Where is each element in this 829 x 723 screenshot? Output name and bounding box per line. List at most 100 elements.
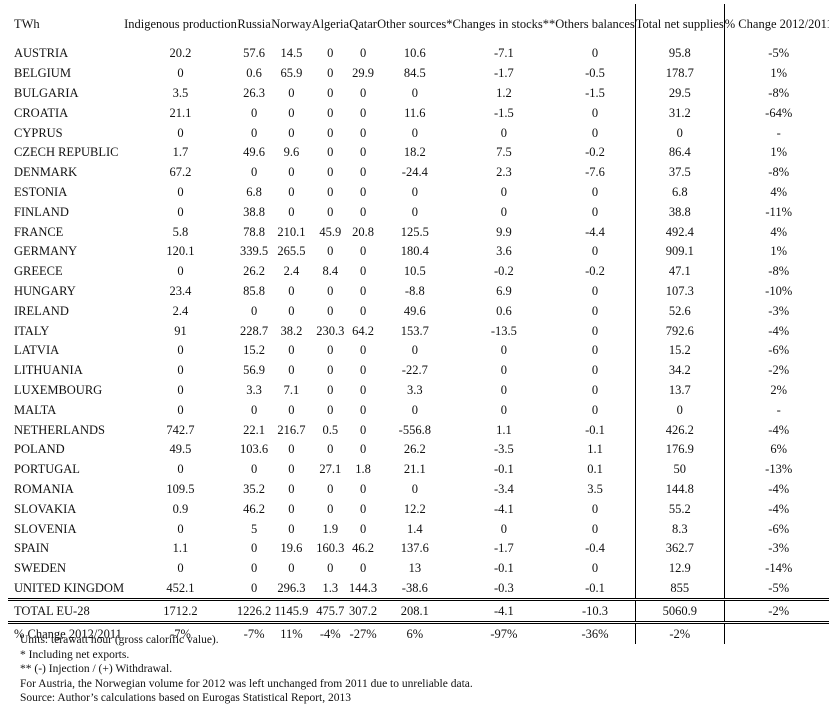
gas-supply-table: TWh Indigenous production Russia Norway Alge… bbox=[8, 4, 829, 644]
table-cell: 0 bbox=[250, 105, 258, 120]
table-cell: -2% bbox=[634, 622, 725, 644]
table-cell: 0 bbox=[288, 561, 295, 576]
table-cell: 5060.9 bbox=[634, 598, 725, 625]
table-cell: 144.8 bbox=[634, 479, 725, 500]
table-cell: 56.9 bbox=[243, 363, 266, 378]
table-row: ESTONIA 0 6.8 0 0 0 0 0 0 6.8 4% bbox=[8, 182, 829, 203]
table-cell: 296.3 bbox=[277, 580, 306, 595]
table-cell: 9.6 bbox=[283, 145, 300, 160]
column-header: Qatar bbox=[349, 17, 377, 31]
table-cell: 5 bbox=[250, 521, 258, 536]
table-cell: 307.2 bbox=[349, 598, 378, 625]
table-cell: 13.7 bbox=[634, 380, 725, 401]
table-row: UNITED KINGDOM 452.1 0 296.3 1.3 144.3 -38.6 -0… bbox=[8, 578, 829, 600]
table-cell: 0 bbox=[288, 402, 295, 417]
table-cell: 1% bbox=[723, 241, 829, 262]
table-cell: 0 bbox=[359, 521, 367, 536]
table-cell: 0 bbox=[327, 561, 334, 576]
table-cell: 38.2 bbox=[280, 323, 303, 338]
table-cell: 0 bbox=[250, 561, 258, 576]
table-cell: -4% bbox=[723, 420, 829, 440]
table-cell: 160.3 bbox=[316, 541, 345, 556]
table-cell: -10% bbox=[723, 281, 829, 302]
row-label: CROATIA bbox=[14, 105, 69, 120]
table-cell: 26.2 bbox=[243, 264, 266, 279]
table-cell: 0 bbox=[359, 125, 367, 140]
table-cell: 0 bbox=[250, 541, 258, 556]
row-label: CZECH REPUBLIC bbox=[14, 145, 119, 160]
table-cell: 0 bbox=[591, 323, 599, 338]
table-cell: 64.2 bbox=[352, 323, 375, 338]
table-cell: -4% bbox=[319, 626, 341, 641]
table-cell: 0 bbox=[591, 244, 599, 259]
table-cell: 0.6 bbox=[496, 303, 512, 318]
table-row: ITALY 91 228.7 38.2 230.3 64.2 153.7 -13.5 0 792.… bbox=[8, 321, 829, 341]
table-cell: 3.3 bbox=[246, 382, 262, 397]
row-label: % Change 2012/2011 bbox=[14, 626, 122, 641]
table-cell: 0 bbox=[288, 204, 295, 219]
column-header: Russia bbox=[237, 17, 271, 31]
row-label: ITALY bbox=[14, 323, 50, 338]
table-cell: 0 bbox=[359, 184, 367, 199]
table-cell: -7% bbox=[243, 626, 265, 641]
table-cell: 0 bbox=[500, 125, 507, 140]
table-cell: 0 bbox=[177, 521, 184, 536]
table-cell: 26.2 bbox=[403, 442, 426, 457]
table-cell: 0 bbox=[327, 303, 334, 318]
table-cell: 8.4 bbox=[322, 264, 339, 279]
table-cell: -10.3 bbox=[555, 598, 636, 625]
table-cell: 1.7 bbox=[172, 145, 189, 160]
table-cell: 0 bbox=[591, 561, 599, 576]
table-cell: 12.9 bbox=[634, 558, 725, 579]
row-label: ROMANIA bbox=[14, 481, 74, 496]
table-cell: 0 bbox=[500, 382, 507, 397]
note-line: For Austria, the Norwegian volume for 20… bbox=[20, 677, 473, 690]
table-cell: -4.1 bbox=[493, 501, 514, 516]
table-cell: 0 bbox=[327, 85, 334, 100]
table-cell: -6% bbox=[723, 340, 829, 361]
table-cell: 0 bbox=[359, 442, 367, 457]
table-row: LATVIA 0 15.2 0 0 0 0 0 0 15.2 -6% bbox=[8, 340, 829, 361]
table-cell: 792.6 bbox=[634, 321, 725, 341]
table-cell: -7.1 bbox=[493, 46, 514, 61]
table-cell: 29.5 bbox=[634, 83, 725, 104]
percent-change-row: % Change 2012/2011 -7% -7% 11% -4% -27% 6% -97%… bbox=[8, 622, 829, 644]
table-cell: 855 bbox=[634, 578, 725, 600]
table-cell: 1% bbox=[723, 142, 829, 163]
table-cell: 46.2 bbox=[352, 541, 375, 556]
table-cell: 1712.2 bbox=[124, 598, 237, 625]
table-cell: 103.6 bbox=[240, 442, 269, 457]
table-cell: -11% bbox=[723, 202, 829, 223]
table-cell: -6% bbox=[723, 519, 829, 539]
table-row: MALTA 0 0 0 0 0 0 0 0 0- bbox=[8, 400, 829, 421]
table-cell: 3.5 bbox=[587, 481, 603, 496]
row-label: PORTUGAL bbox=[14, 462, 80, 477]
table-cell: 5.8 bbox=[172, 224, 189, 239]
table-cell: 0 bbox=[411, 402, 418, 417]
table-cell: 2.4 bbox=[172, 303, 189, 318]
table-cell: 0 bbox=[411, 343, 418, 358]
table-row: POLAND 49.5 103.6 0 0 0 26.2 -3.5 1.1 176.9 6% bbox=[8, 439, 829, 460]
table-cell: 19.6 bbox=[280, 541, 303, 556]
table-cell: 0 bbox=[177, 382, 184, 397]
table-row: HUNGARY 23.4 85.8 0 0 0 -8.8 6.9 0 107.3 -10% bbox=[8, 281, 829, 302]
note-line: Units: terawatt hour (gross calorific va… bbox=[20, 634, 219, 646]
table-cell: 0.9 bbox=[172, 501, 189, 516]
table-cell: 0 bbox=[288, 462, 295, 477]
table-cell: 0 bbox=[288, 442, 295, 457]
table-cell: 13 bbox=[408, 561, 422, 576]
table-cell: -4% bbox=[723, 499, 829, 520]
table-cell: 210.1 bbox=[277, 224, 306, 239]
table-cell: 2% bbox=[723, 380, 829, 401]
table-cell: 50 bbox=[634, 459, 725, 480]
table-row: SPAIN 1.1 0 19.6 160.3 46.2 137.6 -1.7 -0.4 362.7… bbox=[8, 538, 829, 559]
table-cell: -64% bbox=[723, 103, 829, 124]
table-cell: 0 bbox=[250, 125, 258, 140]
table-cell: 0 bbox=[500, 363, 507, 378]
table-cell: 35.2 bbox=[243, 481, 266, 496]
table-row: CYPRUS 0 0 0 0 0 0 0 0 0- bbox=[8, 123, 829, 143]
table-cell: -8% bbox=[723, 83, 829, 104]
table-cell: -0.1 bbox=[493, 561, 514, 576]
table-cell: 125.5 bbox=[400, 224, 429, 239]
table-cell: 0 bbox=[177, 343, 184, 358]
